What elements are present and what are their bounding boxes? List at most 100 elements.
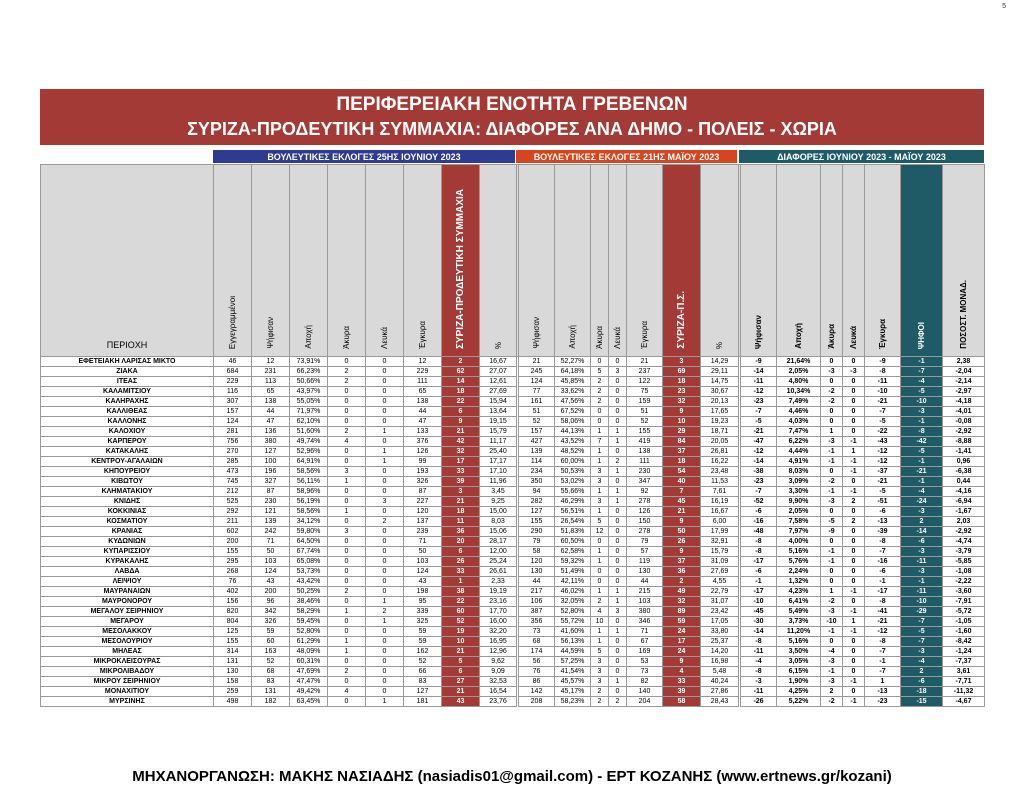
value-cell: -10 xyxy=(864,386,901,397)
value-cell: 158 xyxy=(213,676,252,687)
header-voted-may: Ψήφισαν xyxy=(518,164,555,357)
value-cell: -18 xyxy=(900,686,943,697)
header-row: ΠΕΡΙΟΧΗ Εγγεγραμμένοι Ψήφισαν Αποχή Άκυρ… xyxy=(40,164,985,357)
value-cell: -45 xyxy=(740,606,777,617)
value-cell: 44 xyxy=(403,406,442,417)
value-cell: 0 xyxy=(365,356,404,367)
region-name-cell: ΜΥΡΣΙΝΗΣ xyxy=(40,696,214,707)
value-cell: 229 xyxy=(403,366,442,377)
value-cell: -8 xyxy=(900,426,943,437)
table-row: ΚΕΝΤΡΟΥ-ΑΓΑΛΑΙΩΝ 285 100 64,91% 0 1 99 17 17,17 1… xyxy=(40,456,985,467)
value-cell: 0 xyxy=(327,546,366,557)
value-cell: 1 xyxy=(608,676,627,687)
table-row: ΛΑΒΔΑ 268 124 53,73% 0 0 124 33 26,61 130 51,49% 0 0… xyxy=(40,566,985,577)
value-cell: -4 xyxy=(820,646,843,657)
header-registered: Εγγεγραμμένοι xyxy=(213,164,252,357)
value-cell: 0 xyxy=(365,666,404,677)
value-cell: 1 xyxy=(590,446,609,457)
table-row: ΚΑΛΗΡΑΧΗΣ 307 138 55,05% 0 0 138 22 15,94 161 47,5… xyxy=(40,396,985,407)
value-cell: 60 xyxy=(251,636,290,647)
region-name-cell: ΚΟΣΜΑΤΙΟΥ xyxy=(40,516,214,527)
value-cell: 43 xyxy=(251,576,290,587)
value-cell: 4,00% xyxy=(776,536,821,547)
table-row: ΕΦΕΤΕΙΑΚΗ ΛΑΡΙΣΑΣ ΜΙΚΤΟ 46 12 73,91% 0 0 12 2 16… xyxy=(40,356,985,367)
value-cell: 9 xyxy=(662,546,701,557)
value-cell: 19,23 xyxy=(700,416,739,427)
value-cell: 2 xyxy=(608,696,627,707)
value-cell: 6 xyxy=(441,546,480,557)
value-cell: 5,49% xyxy=(776,606,821,617)
value-cell: 3,61 xyxy=(942,666,985,677)
region-name-cell: ΜΙΚΡΟΛΙΒΑΔΟΥ xyxy=(40,666,214,677)
value-cell: 0 xyxy=(365,546,404,557)
value-cell: 1 xyxy=(608,596,627,607)
value-cell: -1 xyxy=(820,456,843,467)
value-cell: 0 xyxy=(327,616,366,627)
value-cell: 51,49% xyxy=(554,566,591,577)
table-row: ΚΥΠΑΡΙΣΣΙΟΥ 155 50 67,74% 0 0 50 6 12,00 58 62,58%… xyxy=(40,546,985,557)
value-cell: -9 xyxy=(740,356,777,367)
value-cell: 21,64% xyxy=(776,356,821,367)
value-cell: 0 xyxy=(365,576,404,587)
value-cell: 2 xyxy=(327,376,366,387)
header-abstention-may: Αποχή xyxy=(554,164,591,357)
value-cell: 1 xyxy=(327,506,366,517)
value-cell: 15,79 xyxy=(700,546,739,557)
value-cell: 26,54% xyxy=(554,516,591,527)
value-cell: 295 xyxy=(213,556,252,567)
value-cell: 26 xyxy=(662,536,701,547)
value-cell: 0 xyxy=(842,566,865,577)
value-cell: 94 xyxy=(518,486,555,497)
value-cell: 2,05% xyxy=(776,506,821,517)
value-cell: -1 xyxy=(842,626,865,637)
value-cell: 2 xyxy=(820,686,843,697)
value-cell: 2 xyxy=(590,696,609,707)
value-cell: 5,16% xyxy=(776,636,821,647)
value-cell: 756 xyxy=(213,436,252,447)
value-cell: 127 xyxy=(518,506,555,517)
value-cell: 40,24 xyxy=(700,676,739,687)
value-cell: 89 xyxy=(662,606,701,617)
value-cell: 30,67 xyxy=(700,386,739,397)
value-cell: 103 xyxy=(626,596,663,607)
region-name-cell: ΚΝΙΔΗΣ xyxy=(40,496,214,507)
value-cell: 48,09% xyxy=(289,646,328,657)
value-cell: 0 xyxy=(842,596,865,607)
region-name-cell: ΜΟΝΑΧΙΤΙΟΥ xyxy=(40,686,214,697)
value-cell: 196 xyxy=(251,466,290,477)
value-cell: 47,47% xyxy=(289,676,328,687)
value-cell: 71 xyxy=(403,536,442,547)
value-cell: 53,73% xyxy=(289,566,328,577)
value-cell: 0 xyxy=(327,486,366,497)
region-name-cell: ΚΑΤΑΚΑΛΗΣ xyxy=(40,446,214,457)
value-cell: 380 xyxy=(251,436,290,447)
value-cell: 0 xyxy=(842,396,865,407)
value-cell: 270 xyxy=(213,446,252,457)
region-name-cell: ΚΑΛΟΧΙΟΥ xyxy=(40,426,214,437)
value-cell: 64,50% xyxy=(289,536,328,547)
value-cell: 23,16 xyxy=(479,596,517,607)
table-row: ΚΑΛΛΙΘΕΑΣ 157 44 71,97% 0 0 44 6 13,64 51 67,52% 0 0… xyxy=(40,406,985,417)
value-cell: 58,96% xyxy=(289,486,328,497)
value-cell: 0 xyxy=(365,486,404,497)
value-cell: 5 xyxy=(590,516,609,527)
value-cell: 2 xyxy=(590,396,609,407)
value-cell: -3 xyxy=(900,566,943,577)
value-cell: 0 xyxy=(608,376,627,387)
region-name-cell: ΚΑΛΗΡΑΧΗΣ xyxy=(40,396,214,407)
value-cell: 23,76 xyxy=(479,696,517,707)
value-cell: 212 xyxy=(213,486,252,497)
value-cell: 124 xyxy=(403,566,442,577)
region-name-cell: ΚΛΗΜΑΤΑΚΙΟΥ xyxy=(40,486,214,497)
value-cell: -1 xyxy=(900,356,943,367)
value-cell: 427 xyxy=(518,436,555,447)
value-cell: 59 xyxy=(662,616,701,627)
value-cell: -3,79 xyxy=(942,546,985,557)
value-cell: 0 xyxy=(590,566,609,577)
value-cell: 162 xyxy=(403,646,442,657)
value-cell: -6 xyxy=(900,536,943,547)
value-cell: 12,96 xyxy=(479,646,517,657)
value-cell: 1 xyxy=(327,476,366,487)
value-cell: 17,17 xyxy=(479,456,517,467)
value-cell: 1 xyxy=(820,426,843,437)
